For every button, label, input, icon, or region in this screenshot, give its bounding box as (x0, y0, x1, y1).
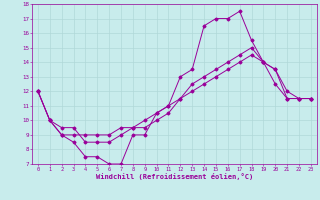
X-axis label: Windchill (Refroidissement éolien,°C): Windchill (Refroidissement éolien,°C) (96, 173, 253, 180)
